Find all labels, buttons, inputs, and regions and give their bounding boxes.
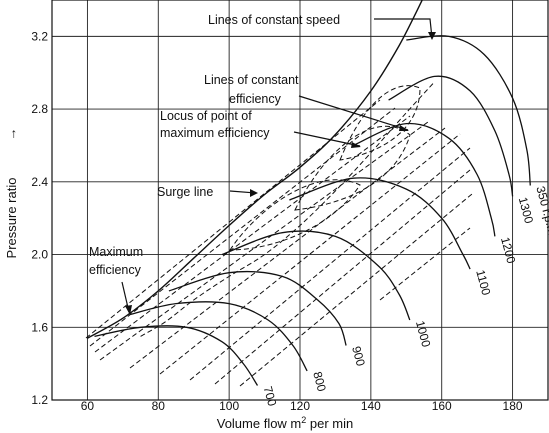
speed-label: 700	[261, 385, 280, 408]
speed-label: 1100	[473, 268, 493, 297]
efficiency-loop	[339, 85, 421, 161]
speed-label: 1300	[516, 196, 537, 226]
plot-frame	[51, 0, 549, 401]
surge-line	[87, 0, 423, 339]
efficiency-line	[94, 115, 411, 353]
pointer-constant-speed	[374, 18, 433, 39]
speed-line-3	[221, 230, 411, 321]
speed-label: 900	[349, 345, 368, 368]
efficiency-line	[89, 107, 396, 347]
x-tick-label: 120	[290, 399, 310, 413]
grid	[52, 0, 548, 401]
speed-line-7	[406, 35, 531, 186]
y-axis-label: Pressure ratio	[4, 178, 19, 259]
x-tick-label: 60	[81, 399, 95, 413]
pointer-constant-efficiency-head	[399, 125, 409, 131]
annotation-locus-1: Locus of point of	[160, 109, 252, 123]
annotation-constant-efficiency-2: efficiency	[229, 92, 282, 106]
annotation-locus-2: maximum efficiency	[160, 126, 270, 140]
x-tick-label: 160	[432, 399, 452, 413]
efficiency-line	[239, 193, 473, 387]
efficiency-loop	[229, 179, 361, 251]
annotation-constant-speed: Lines of constant speed	[208, 13, 340, 27]
y-tick-label: 2.8	[31, 102, 48, 116]
efficiency-line	[379, 227, 471, 301]
speed-label: 800	[310, 370, 329, 393]
pointer-locus-head	[351, 142, 361, 148]
speed-label: 1000	[413, 319, 434, 349]
pointer-surge-head	[250, 189, 258, 197]
pointer-locus	[293, 131, 361, 147]
y-tick-label: 1.2	[31, 393, 48, 407]
speed-line-0	[94, 325, 259, 386]
x-tick-label: 100	[219, 399, 239, 413]
efficiency-line	[189, 147, 471, 381]
speed-line-2	[168, 270, 347, 346]
constant-speed-lines	[94, 35, 531, 386]
x-tick-label: 140	[361, 399, 381, 413]
pointer-max-eff-head	[125, 305, 132, 315]
max-efficiency-locus	[140, 81, 435, 337]
annotation-max-eff-2: efficiency	[89, 263, 142, 277]
x-tick-label: 180	[503, 399, 523, 413]
pointer-constant-efficiency	[298, 95, 409, 131]
y-tick-label: 2.4	[31, 175, 48, 189]
speed-line-1	[129, 301, 308, 372]
surge-line-group	[87, 0, 423, 339]
annotation-constant-efficiency-1: Lines of constant	[204, 73, 299, 87]
x-axis-label: Volume flow m2 per min	[217, 415, 354, 431]
efficiency-line	[159, 133, 461, 375]
y-tick-label: 1.6	[31, 320, 48, 334]
speed-label: 1200	[498, 236, 519, 266]
efficiency-line	[129, 127, 446, 369]
efficiency-line	[214, 169, 471, 385]
speed-line-5	[352, 122, 496, 237]
annotation-surge: Surge line	[157, 185, 213, 199]
y-tick-label: 2.0	[31, 248, 48, 262]
pointer-constant-speed-head	[428, 32, 436, 40]
x-tick-labels: 60 80 100 120 140 160 180	[81, 399, 523, 413]
efficiency-line	[99, 121, 429, 361]
speed-line-4	[289, 177, 471, 270]
y-axis-arrow: →	[4, 128, 19, 141]
speed-label: 350 r.p.m	[533, 185, 549, 237]
y-tick-label: 3.2	[31, 29, 48, 43]
x-tick-label: 80	[152, 399, 166, 413]
annotation-max-eff-1: Maximum	[89, 245, 143, 259]
speed-line-6	[388, 75, 514, 197]
efficiency-loop	[294, 125, 411, 211]
y-tick-labels: 1.2 1.6 2.0 2.4 2.8 3.2	[31, 29, 48, 407]
